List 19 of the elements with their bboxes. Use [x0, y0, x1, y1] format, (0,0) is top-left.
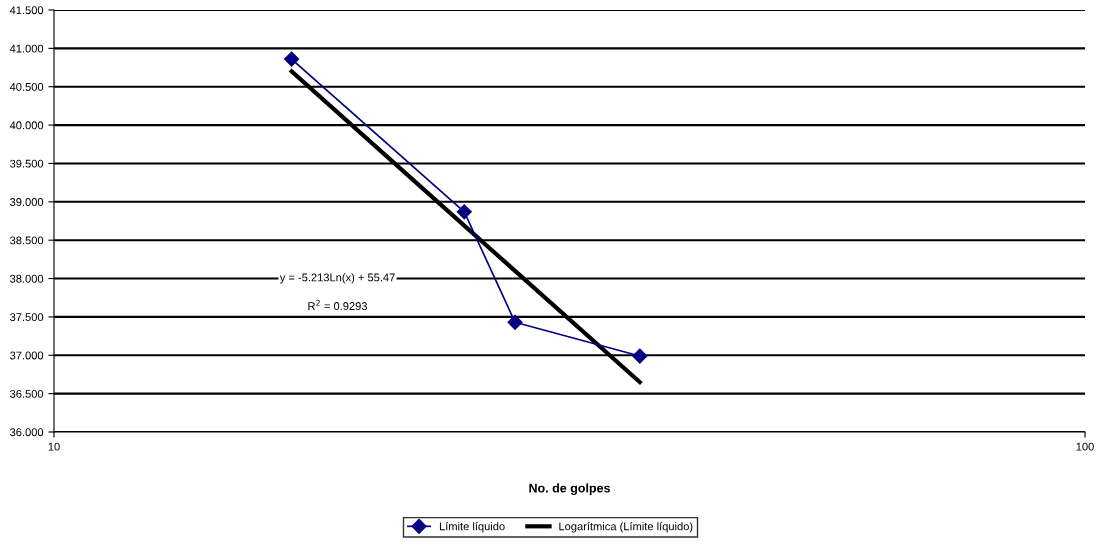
y-tick-label: 36.000 — [10, 428, 44, 437]
y-tick-label: 37.000 — [10, 351, 44, 360]
legend-label: Logarítmica (Límite líquido) — [559, 522, 693, 533]
y-tick-label: 41.500 — [9, 6, 44, 15]
y-tick-label: 36.500 — [10, 389, 44, 398]
y-tick-label: 39.500 — [10, 159, 44, 168]
y-tick-label: 40.500 — [9, 82, 44, 91]
x-tick-label: 100 — [1076, 442, 1094, 451]
annotation: R$^{2}$ = 0.9293 — [308, 299, 368, 310]
y-tick-label: 41.000 — [9, 44, 44, 53]
y-tick-label: 38.000 — [10, 274, 44, 283]
y-tick-label: 37.500 — [10, 313, 44, 322]
y-tick-label: 38.500 — [10, 236, 44, 245]
legend-label: Límite líquido — [439, 522, 505, 533]
y-tick-label: 40.000 — [9, 121, 44, 130]
y-tick-label: 39.000 — [10, 198, 44, 206]
annotation: y = -5.213Ln(x) + 55.47 — [279, 273, 395, 284]
x-tick-label: 10 — [48, 442, 60, 451]
x-axis-title: No. de golpes — [529, 483, 610, 496]
